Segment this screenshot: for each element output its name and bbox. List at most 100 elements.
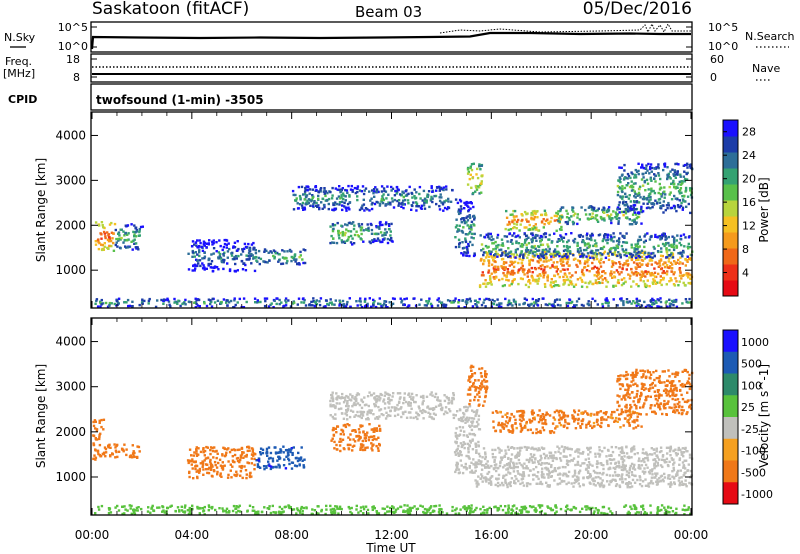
- velocity-cell: [221, 465, 225, 468]
- power-cell: [546, 265, 549, 268]
- velocity-cell: [111, 452, 114, 455]
- power-cell: [531, 236, 535, 240]
- velocity-cell: [121, 505, 124, 508]
- power-cell: [669, 177, 672, 180]
- velocity-cell: [443, 399, 447, 403]
- power-cell: [498, 302, 501, 305]
- power-cell: [668, 266, 671, 270]
- power-cell: [648, 304, 651, 307]
- power-cell: [141, 298, 144, 301]
- velocity-cell: [354, 403, 357, 407]
- power-cell: [98, 224, 101, 227]
- velocity-cell: [502, 466, 505, 469]
- power-cell: [554, 284, 557, 287]
- power-cell: [317, 194, 320, 198]
- power-cell: [466, 219, 470, 222]
- noise-left-tick-top: 10^5: [58, 21, 88, 34]
- power-cell: [503, 235, 506, 238]
- velocity-cell: [486, 472, 489, 475]
- power-cell: [529, 303, 532, 306]
- power-cell: [389, 230, 392, 233]
- power-cell: [650, 235, 653, 238]
- velocity-cell: [341, 392, 344, 396]
- velocity-cell: [460, 419, 463, 423]
- power-cell: [232, 306, 235, 309]
- power-cell: [601, 281, 604, 284]
- power-cell: [130, 223, 133, 226]
- velocity-cell: [337, 407, 341, 411]
- power-cell: [484, 305, 487, 308]
- power-cell: [579, 262, 582, 265]
- velocity-cell: [472, 463, 475, 466]
- power-cell: [662, 278, 665, 281]
- power-cell: [656, 305, 659, 308]
- velocity-cell: [375, 401, 378, 404]
- velocity-cell: [457, 444, 460, 448]
- power-cell: [603, 211, 606, 214]
- velocity-cell: [213, 460, 217, 464]
- power-cell: [423, 207, 427, 210]
- velocity-cell: [491, 448, 494, 452]
- velocity-cell: [558, 457, 562, 460]
- power-cell: [527, 236, 530, 239]
- beam-title: Beam 03: [355, 3, 422, 21]
- velocity-cell: [296, 509, 300, 512]
- power-cell: [525, 212, 528, 216]
- power-cell: [666, 177, 669, 181]
- velocity-cell: [245, 455, 248, 458]
- velocity-cell: [233, 453, 237, 457]
- velocity-cell: [240, 466, 243, 470]
- power-cell: [550, 216, 553, 220]
- power-cell: [597, 234, 601, 237]
- power-cell: [130, 240, 133, 243]
- power-cell: [468, 177, 471, 181]
- station-title: Saskatoon (fitACF): [92, 0, 249, 19]
- power-cell: [576, 213, 579, 216]
- power-cell: [637, 191, 641, 195]
- power-cell: [330, 197, 334, 200]
- power-cell: [470, 226, 473, 229]
- power-cell: [552, 251, 556, 255]
- velocity-cell: [373, 437, 376, 441]
- power-cell: [94, 302, 97, 305]
- power-cell: [602, 238, 605, 241]
- velocity-cell: [419, 409, 422, 413]
- power-cell: [546, 274, 550, 277]
- power-cell: [531, 210, 535, 213]
- power-cell: [654, 199, 657, 202]
- power-cell: [589, 236, 593, 239]
- power-cell: [339, 231, 342, 235]
- power-cell: [542, 256, 546, 260]
- power-cell: [685, 172, 688, 176]
- power-cell: [520, 266, 523, 270]
- power-cell: [622, 210, 626, 214]
- power-cell: [496, 255, 499, 258]
- velocity-cell: [375, 444, 378, 448]
- velocity-cell: [353, 429, 357, 432]
- power-cell: [463, 306, 466, 309]
- power-cell: [387, 228, 391, 231]
- velocity-cell: [291, 451, 294, 455]
- power-cell: [542, 260, 545, 263]
- velocity-cell: [437, 404, 441, 407]
- power-cell: [618, 166, 621, 169]
- velocity-cell: [377, 395, 380, 398]
- velocity-cell: [333, 447, 336, 450]
- velocity-cell: [470, 417, 474, 420]
- velocity-cell: [388, 510, 391, 513]
- power-cell: [673, 284, 677, 287]
- power-cell: [613, 275, 616, 278]
- power-cell: [667, 257, 671, 260]
- power-cell: [529, 282, 532, 285]
- power-cell: [350, 184, 353, 188]
- power-cell: [602, 270, 605, 273]
- power-cell: [414, 197, 417, 200]
- power-cell: [125, 301, 128, 304]
- power-cell: [637, 250, 640, 254]
- velocity-cell: [459, 451, 462, 454]
- power-cell: [589, 217, 592, 220]
- velocity-cell: [195, 448, 198, 451]
- power-cell: [264, 299, 267, 303]
- velocity-cell: [108, 443, 111, 446]
- velocity-cell: [467, 418, 470, 422]
